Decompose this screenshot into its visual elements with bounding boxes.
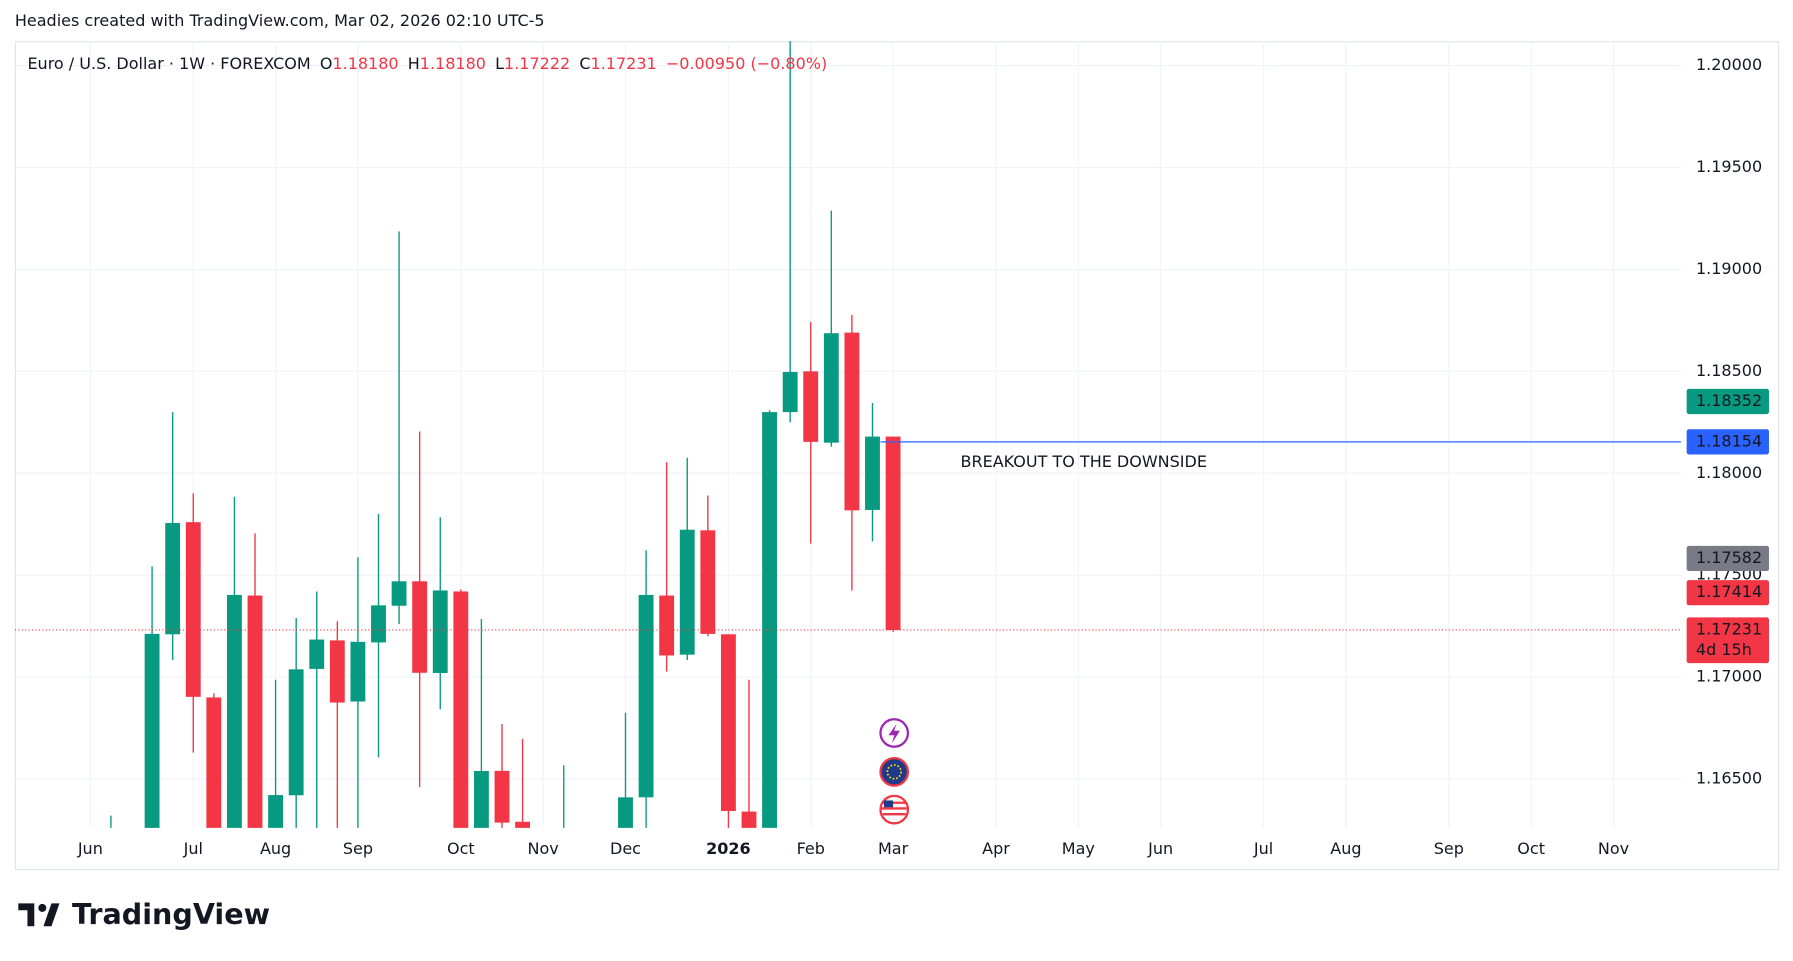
candle-body xyxy=(185,522,201,697)
legend-key: L xyxy=(495,54,504,73)
price-badge xyxy=(1686,388,1769,415)
candle-body xyxy=(762,412,778,828)
x-tick-label: Oct xyxy=(1517,839,1545,858)
candle-body xyxy=(659,595,675,656)
candle-body xyxy=(885,436,901,630)
x-tick-label: Feb xyxy=(797,839,825,858)
legend-value: 1.18180 xyxy=(420,54,486,73)
y-tick-label: 1.20000 xyxy=(1696,55,1762,74)
footer-logo: TradingView xyxy=(72,897,270,931)
candle-body xyxy=(453,591,469,828)
candle-body xyxy=(144,633,160,828)
legend-value: 1.18180 xyxy=(332,54,398,73)
candle-body xyxy=(823,333,839,443)
candle-body xyxy=(412,581,428,673)
y-tick-label: 1.19500 xyxy=(1696,157,1762,176)
x-tick-label: Nov xyxy=(1598,839,1629,858)
candle-body xyxy=(844,332,860,511)
legend-value: 1.17231 xyxy=(591,54,657,73)
legend-key: O xyxy=(320,54,333,73)
y-tick-label: 1.18500 xyxy=(1696,361,1762,380)
candle-body xyxy=(700,530,716,634)
event-icons xyxy=(879,718,910,825)
candle-body xyxy=(268,795,284,828)
candle-body xyxy=(638,594,654,798)
legend: Euro / U.S. Dollar · 1W · FOREXCOM O1.181… xyxy=(27,54,827,73)
candle-body xyxy=(350,641,366,702)
candle-body xyxy=(371,605,386,643)
x-tick-label: Aug xyxy=(260,839,291,858)
x-tick-label: Sep xyxy=(343,839,373,858)
x-tick-label: 2026 xyxy=(706,839,751,858)
price-badge-label: 1.17414 xyxy=(1696,582,1762,601)
candle-body xyxy=(782,371,798,413)
y-tick-label: 1.18000 xyxy=(1696,463,1762,482)
price-badge-label: 1.18352 xyxy=(1696,391,1762,410)
x-tick-label: Jun xyxy=(1147,839,1173,858)
annotation: BREAKOUT TO THE DOWNSIDE xyxy=(961,452,1207,471)
candle-body xyxy=(247,595,263,828)
x-tick-label: Aug xyxy=(1330,839,1361,858)
legend-key: C xyxy=(579,54,590,73)
candle-body xyxy=(515,821,531,828)
symbol: Euro / U.S. Dollar · 1W · FOREXCOM xyxy=(27,54,310,73)
x-tick-label: Nov xyxy=(528,839,559,858)
price-badge xyxy=(1686,617,1769,664)
candle-body xyxy=(473,771,489,828)
x-tick-label: Jul xyxy=(1253,839,1273,858)
price-badge xyxy=(1686,429,1769,455)
x-tick-label: Sep xyxy=(1434,839,1464,858)
candle-body xyxy=(720,634,736,811)
header: Headies created with TradingView.com, Ma… xyxy=(15,11,545,30)
candle-body xyxy=(679,529,695,655)
logo: TradingView xyxy=(18,897,270,931)
x-tick-label: Oct xyxy=(447,839,475,858)
candle-body xyxy=(329,640,345,703)
legend-key: H xyxy=(408,54,420,73)
price-badge-label: 1.17231 xyxy=(1696,619,1762,638)
chart-frame xyxy=(14,41,1780,871)
grid xyxy=(14,41,1681,828)
price-badge-label: 1.17582 xyxy=(1696,548,1762,567)
candle-body xyxy=(391,581,407,606)
price-badge xyxy=(1686,545,1769,572)
x-tick-label: Mar xyxy=(878,839,909,858)
candles xyxy=(110,41,901,828)
candle-body xyxy=(288,669,304,796)
candle-body xyxy=(803,371,819,442)
x-tick-label: Jul xyxy=(183,839,203,858)
price-badge xyxy=(1686,580,1769,606)
candle-body xyxy=(741,811,757,828)
y-tick-label: 1.16500 xyxy=(1696,768,1762,787)
x-tick-label: Jun xyxy=(77,839,103,858)
x-tick-label: May xyxy=(1062,839,1095,858)
candle-body xyxy=(206,697,222,828)
candle-body xyxy=(494,770,510,823)
legend-value: 1.17222 xyxy=(504,54,570,73)
x-tick-label: Dec xyxy=(610,839,641,858)
candle-body xyxy=(165,522,181,635)
candle-body xyxy=(432,590,448,673)
candle-body xyxy=(618,797,633,828)
legend-change: −0.00950 (−0.80%) xyxy=(666,54,827,73)
countdown: 4d 15h xyxy=(1696,640,1752,659)
overlay: 1.165001.170001.175001.180001.185001.190… xyxy=(14,55,1769,858)
price-badge-label: 1.18154 xyxy=(1696,431,1762,450)
candle-body xyxy=(226,594,242,828)
x-tick-label: Apr xyxy=(982,839,1010,858)
y-tick-label: 1.19000 xyxy=(1696,259,1762,278)
y-tick-label: 1.17000 xyxy=(1696,667,1762,686)
candle-body xyxy=(865,436,880,510)
candle-body xyxy=(309,639,325,669)
